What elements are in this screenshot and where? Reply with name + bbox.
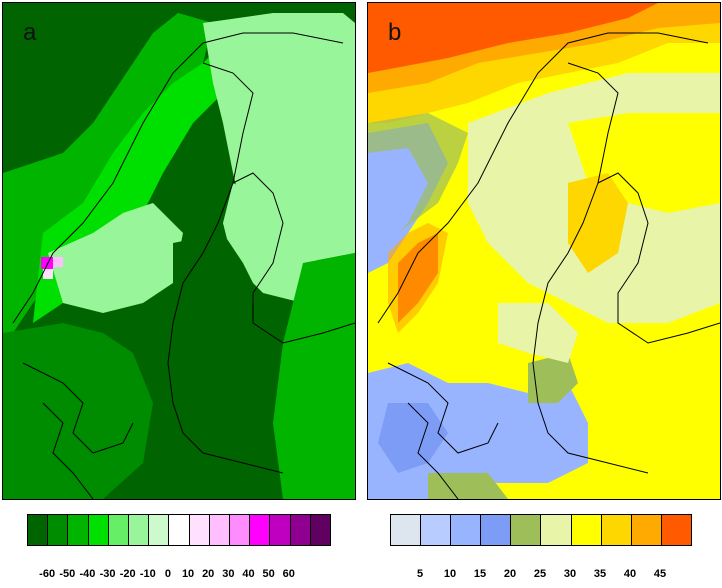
map-a-coastline-denmark (22, 362, 134, 454)
colorbar-swatch (28, 515, 49, 545)
colorbar-swatch (541, 515, 572, 545)
colorbar-tick-label: -30 (99, 568, 116, 580)
map-a-hotspot-edge2 (43, 269, 53, 279)
colorbar-b (390, 514, 692, 546)
map-b-region-denmark-blue (378, 403, 448, 473)
colorbar-swatch (661, 515, 691, 545)
map-b-coastline-denmark (387, 362, 499, 454)
colorbar-b-ticks: 5 10 15 20 25 30 35 40 45 (390, 568, 690, 586)
colorbar-swatch (310, 515, 331, 545)
colorbar-tick-label: 30 (563, 568, 577, 580)
colorbar-swatch (571, 515, 602, 545)
map-b-region-westsea-blue (368, 148, 428, 253)
map-b-coastline-finland (597, 172, 720, 344)
colorbar-swatch (88, 515, 109, 545)
colorbar-swatch (451, 515, 482, 545)
colorbar-swatch (290, 515, 311, 545)
map-a-region-east (273, 253, 355, 499)
colorbar-swatch (511, 515, 542, 545)
map-b-coastline-norway (377, 32, 709, 324)
colorbar-tick-label: 30 (222, 568, 235, 580)
colorbar-tick-label: 20 (503, 568, 517, 580)
map-b-coastline-south (407, 402, 459, 499)
colorbar-tick-label: 45 (653, 568, 667, 580)
colorbar-tick-label: 15 (473, 568, 487, 580)
colorbar-swatch (481, 515, 512, 545)
colorbar-tick-label: 40 (623, 568, 637, 580)
colorbar-tick-label: 35 (593, 568, 607, 580)
colorbar-tick-label: -60 (39, 568, 56, 580)
colorbar-swatch (631, 515, 662, 545)
colorbar-tick-label: 60 (282, 568, 295, 580)
panel-letter-b: b (388, 19, 402, 46)
colorbar-tick-label: 10 (443, 568, 457, 580)
map-b-region-south-green (528, 353, 578, 403)
map-panel-a: a (2, 2, 356, 500)
map-a-coastline-finland (232, 172, 355, 344)
colorbar-tick-label: -50 (59, 568, 76, 580)
map-panel-b: b (367, 2, 721, 500)
map-a-coastline-south (42, 402, 94, 499)
colorbar-swatch (129, 515, 150, 545)
map-b-coastline-sweden (532, 62, 649, 474)
colorbar-swatch (108, 515, 130, 545)
colorbar-tick-label: 50 (262, 568, 275, 580)
map-a-hotspot-edge (53, 257, 63, 267)
map-b-region-norway-orange (388, 223, 448, 333)
colorbar-tick-label: 20 (202, 568, 215, 580)
colorbar-tick-label: 0 (164, 568, 171, 580)
map-b-region-baltic (498, 303, 578, 363)
map-a-hotspot (41, 257, 53, 269)
colorbar-swatch (189, 515, 210, 545)
map-b-region-north-red (368, 3, 658, 73)
map-a-svg (3, 3, 355, 499)
map-a-region-southnorway (48, 203, 183, 313)
colorbar-tick-label: -20 (119, 568, 136, 580)
colorbar-tick-label: 5 (416, 568, 424, 580)
map-b-svg (368, 3, 720, 499)
colorbar-tick-label: 10 (181, 568, 195, 580)
map-a-coastline-norway (12, 32, 344, 324)
colorbar-swatch (601, 515, 632, 545)
colorbar-swatch (209, 515, 231, 545)
map-a-region-south (3, 323, 153, 499)
colorbar-swatch (149, 515, 170, 545)
colorbar-a-ticks: -60 -50 -40 -30 -20 -10 0 10 20 30 40 50 60 (27, 568, 329, 586)
map-b-region-bottom-green (428, 473, 508, 499)
colorbar-swatch (391, 515, 422, 545)
colorbar-swatch (421, 515, 452, 545)
colorbar-swatch (169, 515, 190, 545)
colorbar-tick-label: 25 (533, 568, 547, 580)
colorbar-swatch (48, 515, 69, 545)
colorbar-swatch (250, 515, 271, 545)
colorbar-tick-label: -10 (139, 568, 156, 580)
colorbar-swatch (230, 515, 251, 545)
colorbar-a (27, 514, 331, 546)
map-b-region-gulf-orange (568, 173, 628, 273)
colorbar-swatch (270, 515, 291, 545)
colorbar-swatch (68, 515, 89, 545)
colorbar-tick-label: -40 (79, 568, 96, 580)
map-a-coastline-sweden (167, 62, 284, 474)
colorbar-tick-label: 40 (242, 568, 255, 580)
panel-letter-a: a (23, 19, 37, 46)
